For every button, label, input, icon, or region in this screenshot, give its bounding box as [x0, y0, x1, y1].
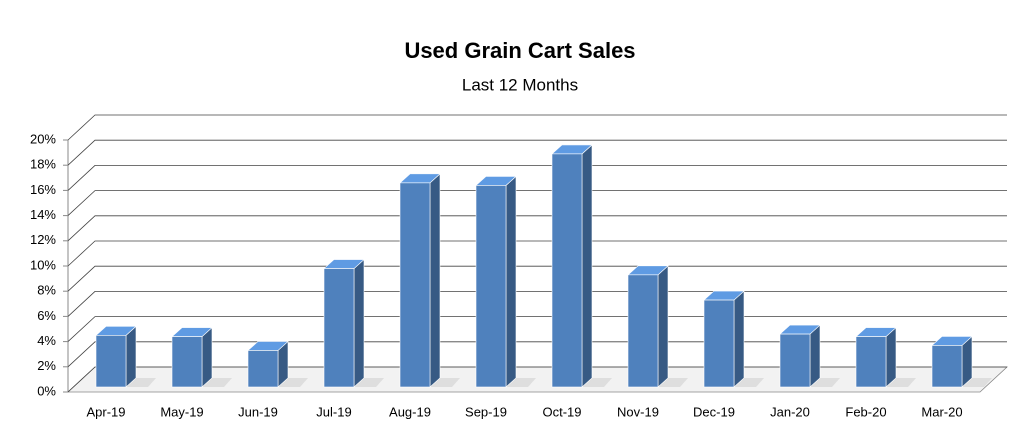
chart-subtitle: Last 12 Months	[462, 75, 578, 94]
grid-line	[67, 341, 1007, 368]
bar	[931, 345, 963, 388]
grid-line	[67, 366, 1007, 393]
chart-title: Used Grain Cart Sales	[404, 38, 635, 63]
bar	[247, 350, 279, 388]
y-tick-label: 18%	[30, 157, 56, 172]
bar	[855, 336, 887, 388]
bar	[551, 153, 583, 388]
grid-line	[67, 215, 1007, 242]
x-tick-label: Oct-19	[542, 404, 581, 419]
y-tick-label: 10%	[30, 257, 56, 272]
bar	[703, 299, 735, 388]
bar-side	[657, 265, 669, 388]
bar	[399, 182, 431, 388]
grid-line	[67, 290, 1007, 317]
bar-side	[201, 326, 213, 388]
bar	[171, 336, 203, 388]
bar-side	[429, 173, 441, 388]
grid-line	[67, 190, 1007, 216]
grid-line	[67, 139, 1007, 166]
x-tick-label: Dec-19	[693, 404, 735, 419]
grid-line	[67, 164, 1007, 191]
y-tick-label: 6%	[37, 308, 56, 323]
bar-side	[885, 326, 897, 388]
x-tick-label: Nov-19	[617, 404, 659, 419]
bar-side	[733, 290, 745, 388]
y-tick-label: 8%	[37, 283, 56, 298]
x-tick-label: Feb-20	[845, 404, 886, 419]
x-tick-label: Jan-20	[770, 404, 810, 419]
bar-side	[505, 175, 517, 388]
bar-side	[125, 325, 137, 388]
bar-side	[809, 324, 821, 388]
grid-line	[67, 265, 1007, 292]
grid-line	[67, 240, 1007, 267]
x-tick-label: Apr-19	[86, 404, 125, 419]
x-tick-label: Sep-19	[465, 404, 507, 419]
bar	[323, 268, 355, 388]
y-tick-label: 0%	[37, 383, 56, 398]
bar	[475, 185, 507, 388]
x-tick-label: May-19	[160, 404, 203, 419]
grid-line	[67, 316, 1007, 342]
x-tick-label: Jun-19	[238, 404, 278, 419]
x-tick-label: Jul-19	[316, 404, 351, 419]
bar	[779, 333, 811, 388]
y-tick-label: 12%	[30, 232, 56, 247]
x-tick-label: Aug-19	[389, 404, 431, 419]
y-tick-label: 20%	[30, 131, 56, 146]
grid-line	[67, 114, 1007, 141]
bar-side	[581, 144, 593, 388]
y-tick-label: 2%	[37, 358, 56, 373]
x-tick-label: Mar-20	[921, 404, 962, 419]
y-tick-label: 14%	[30, 207, 56, 222]
bar	[95, 335, 127, 388]
y-tick-label: 16%	[30, 182, 56, 197]
bar	[627, 274, 659, 388]
bar-side	[353, 258, 365, 388]
y-tick-label: 4%	[37, 333, 56, 348]
